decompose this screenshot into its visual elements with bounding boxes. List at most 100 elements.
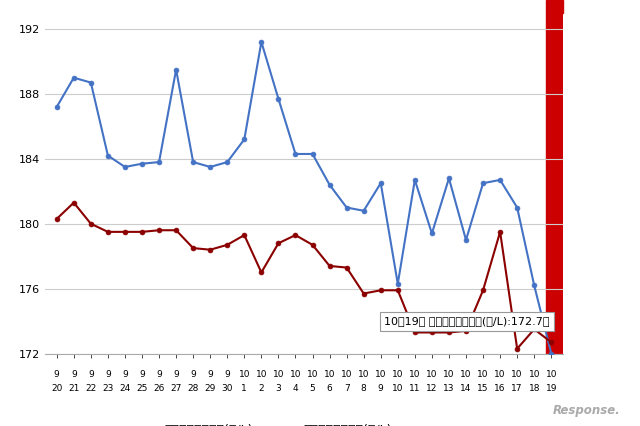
Text: 10: 10: [443, 370, 454, 379]
ハイオク看板価格(円/L): [275, 96, 282, 101]
Text: 10月19日 ハイオク実売価格(円/L):172.7円: 10月19日 ハイオク実売価格(円/L):172.7円: [384, 316, 550, 326]
ハイオク看板価格(円/L): [411, 177, 419, 182]
Text: 9: 9: [105, 370, 111, 379]
ハイオク看板価格(円/L): [377, 181, 385, 186]
Text: 9: 9: [378, 384, 383, 393]
Text: 10: 10: [324, 370, 335, 379]
Text: 30: 30: [221, 384, 233, 393]
ハイオク看板価格(円/L): [223, 159, 231, 164]
Text: 10: 10: [477, 370, 489, 379]
Text: 9: 9: [139, 370, 145, 379]
ハイオク実売価格(円/L): [394, 288, 402, 293]
ハイオク看板価格(円/L): [172, 67, 180, 72]
ハイオク実売価格(円/L): [308, 242, 316, 248]
Text: 9: 9: [190, 370, 196, 379]
ハイオク実売価格(円/L): [257, 270, 265, 275]
Text: 26: 26: [154, 384, 164, 393]
Text: 10: 10: [307, 370, 318, 379]
ハイオク実売価格(円/L): [70, 200, 77, 205]
Text: 6: 6: [326, 384, 332, 393]
Text: 10: 10: [273, 370, 284, 379]
ハイオク看板価格(円/L): [257, 40, 265, 45]
ハイオク実売価格(円/L): [428, 330, 436, 335]
ハイオク実売価格(円/L): [138, 229, 146, 234]
Text: 10: 10: [358, 370, 369, 379]
ハイオク看板価格(円/L): [292, 151, 300, 156]
ハイオク看板価格(円/L): [138, 161, 146, 166]
ハイオク看板価格(円/L): [360, 208, 367, 213]
Text: 7: 7: [344, 384, 349, 393]
Text: 10: 10: [494, 370, 506, 379]
Text: 8: 8: [361, 384, 367, 393]
Text: 9: 9: [207, 370, 213, 379]
ハイオク実売価格(円/L): [377, 288, 385, 293]
Text: 16: 16: [494, 384, 506, 393]
ハイオク看板価格(円/L): [104, 153, 112, 158]
Text: 27: 27: [170, 384, 182, 393]
Text: 10: 10: [341, 370, 353, 379]
Legend: ハイオク看板価格(円/L), ハイオク実売価格(円/L): ハイオク看板価格(円/L), ハイオク実売価格(円/L): [129, 420, 397, 426]
Text: 23: 23: [102, 384, 113, 393]
ハイオク看板価格(円/L): [445, 176, 452, 181]
Text: 19: 19: [545, 384, 557, 393]
ハイオク看板価格(円/L): [531, 283, 538, 288]
ハイオク看板価格(円/L): [189, 159, 197, 164]
Text: 10: 10: [529, 370, 540, 379]
ハイオク看板価格(円/L): [479, 181, 487, 186]
ハイオク実売価格(円/L): [172, 227, 180, 233]
ハイオク実売価格(円/L): [104, 229, 112, 234]
ハイオク実売価格(円/L): [241, 233, 248, 238]
Text: 10: 10: [426, 370, 438, 379]
ハイオク看板価格(円/L): [121, 164, 129, 170]
ハイオク看板価格(円/L): [87, 80, 95, 85]
ハイオク実売価格(円/L): [462, 328, 470, 334]
ハイオク看板価格(円/L): [241, 137, 248, 142]
ハイオク看板価格(円/L): [547, 351, 555, 356]
Text: 14: 14: [460, 384, 472, 393]
Text: 10: 10: [545, 370, 557, 379]
ハイオク看板価格(円/L): [428, 231, 436, 236]
Text: 28: 28: [188, 384, 199, 393]
Text: 10: 10: [392, 384, 404, 393]
ハイオク実売価格(円/L): [479, 288, 487, 293]
ハイオク看板価格(円/L): [308, 151, 316, 156]
Text: 10: 10: [511, 370, 523, 379]
Text: 21: 21: [68, 384, 79, 393]
ハイオク看板価格(円/L): [53, 104, 61, 109]
Text: 10: 10: [392, 370, 404, 379]
ハイオク実売価格(円/L): [445, 330, 452, 335]
ハイオク看板価格(円/L): [343, 205, 351, 210]
ハイオク実売価格(円/L): [360, 291, 367, 296]
Text: 29: 29: [205, 384, 216, 393]
ハイオク実売価格(円/L): [547, 340, 555, 345]
ハイオク看板価格(円/L): [156, 159, 163, 164]
ハイオク実売価格(円/L): [292, 233, 300, 238]
Text: 10: 10: [375, 370, 387, 379]
Text: 10: 10: [460, 370, 472, 379]
Text: 10: 10: [255, 370, 267, 379]
Text: 9: 9: [54, 370, 60, 379]
ハイオク看板価格(円/L): [70, 75, 77, 80]
Text: 5: 5: [310, 384, 316, 393]
Text: 22: 22: [85, 384, 97, 393]
Text: 3: 3: [276, 384, 282, 393]
Text: 9: 9: [122, 370, 128, 379]
Text: 4: 4: [292, 384, 298, 393]
Text: 2: 2: [259, 384, 264, 393]
Text: 1: 1: [241, 384, 247, 393]
ハイオク看板価格(円/L): [513, 205, 521, 210]
Text: 17: 17: [511, 384, 523, 393]
Text: 9: 9: [225, 370, 230, 379]
ハイオク看板価格(円/L): [462, 237, 470, 242]
Text: 9: 9: [71, 370, 77, 379]
ハイオク実売価格(円/L): [496, 229, 504, 234]
ハイオク実売価格(円/L): [343, 265, 351, 270]
Text: 18: 18: [529, 384, 540, 393]
ハイオク実売価格(円/L): [531, 327, 538, 332]
ハイオク看板価格(円/L): [206, 164, 214, 170]
Text: 10: 10: [239, 370, 250, 379]
ハイオク実売価格(円/L): [121, 229, 129, 234]
ハイオク実売価格(円/L): [206, 247, 214, 252]
Bar: [546, 13, 563, 354]
Text: 15: 15: [477, 384, 489, 393]
